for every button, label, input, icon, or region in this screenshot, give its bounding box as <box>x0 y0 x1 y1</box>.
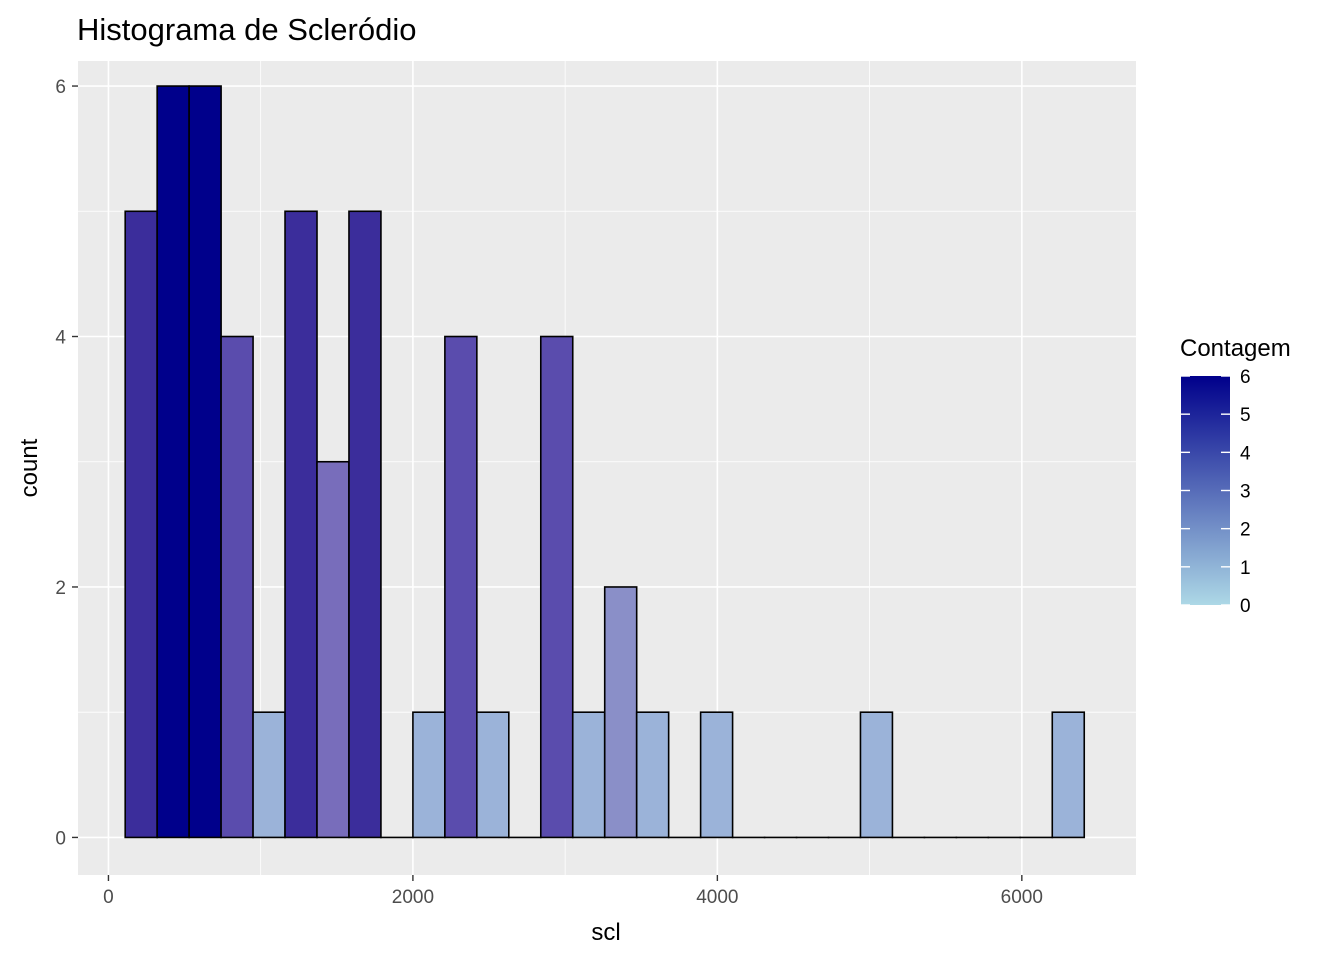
histogram-bar <box>859 711 894 839</box>
histogram-bar <box>635 711 670 839</box>
histogram-bar <box>124 210 158 839</box>
x-axis-ticks: 0 2000 4000 6000 <box>103 875 1043 908</box>
legend: Contagem 6 5 4 3 2 1 0 <box>1180 335 1291 617</box>
histogram-bar <box>476 711 510 839</box>
legend-label: 2 <box>1240 520 1251 541</box>
y-tick-label: 6 <box>55 77 66 98</box>
x-tick-label: 0 <box>103 887 114 908</box>
x-tick-label: 6000 <box>1001 887 1043 908</box>
y-axis-ticks: 0 2 4 6 <box>55 77 78 849</box>
histogram-bar <box>220 335 254 839</box>
legend-label: 0 <box>1240 596 1251 617</box>
histogram-bar <box>699 711 734 839</box>
histogram-bar <box>603 586 638 839</box>
histogram-bar <box>284 210 318 839</box>
histogram-bar <box>571 711 606 839</box>
histogram-bar <box>1051 711 1086 839</box>
histogram-bars <box>124 85 1086 839</box>
legend-label: 3 <box>1240 482 1251 503</box>
y-tick-label: 4 <box>55 328 66 349</box>
histogram-bar <box>316 460 350 839</box>
y-tick-label: 2 <box>55 578 66 599</box>
chart-title: Histograma de Scleródio <box>77 12 416 47</box>
legend-title: Contagem <box>1180 335 1291 362</box>
legend-label: 1 <box>1240 558 1251 579</box>
histogram-bar <box>444 335 478 839</box>
legend-label: 5 <box>1240 405 1251 426</box>
histogram-bar <box>412 711 446 839</box>
histogram-bar <box>348 210 382 839</box>
legend-label: 6 <box>1240 367 1251 388</box>
y-tick-label: 0 <box>55 828 66 849</box>
histogram-bar <box>188 85 222 839</box>
y-axis-title: count <box>16 438 43 497</box>
histogram-bar <box>252 711 286 839</box>
x-axis-title: scl <box>591 919 620 946</box>
histogram-bar <box>156 85 190 839</box>
histogram-bar <box>539 335 574 839</box>
legend-ticks: 6 5 4 3 2 1 0 <box>1181 367 1251 617</box>
legend-label: 4 <box>1240 443 1251 464</box>
x-tick-label: 4000 <box>696 887 738 908</box>
x-tick-label: 2000 <box>392 887 434 908</box>
